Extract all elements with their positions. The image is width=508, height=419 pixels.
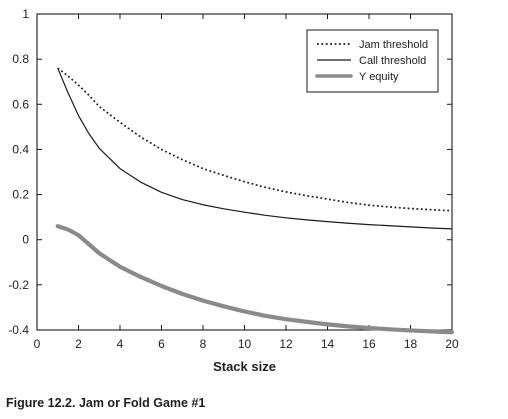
y-tick-label: 0.6 xyxy=(12,97,29,111)
x-tick-label: 12 xyxy=(279,337,293,351)
y-tick-label: 0 xyxy=(22,233,29,247)
x-axis-label: Stack size xyxy=(213,359,276,374)
y-tick-label: 1 xyxy=(22,7,29,21)
y-tick-label: 0.4 xyxy=(12,142,29,156)
x-tick-label: 8 xyxy=(200,337,207,351)
chart: 0 2 4 6 8 10 12 14 16 18 20-0.4-0.200.20.40.60.81 … xyxy=(8,7,459,374)
legend: Jam threshold Call threshold Y equity xyxy=(306,29,439,93)
y-tick-label: -0.4 xyxy=(8,323,29,337)
legend-label: Call threshold xyxy=(359,55,426,67)
series-line-call-threshold xyxy=(57,67,453,230)
x-tick-label: 16 xyxy=(362,337,376,351)
legend-label: Y equity xyxy=(359,71,399,83)
legend-label: Jam threshold xyxy=(359,39,428,51)
x-tick-label: 4 xyxy=(117,337,124,351)
y-tick-label: 0.8 xyxy=(12,52,29,66)
x-tick-label: 18 xyxy=(404,337,418,351)
y-tick-label: -0.2 xyxy=(8,278,29,292)
plot-area: 0 2 4 6 8 10 12 14 16 18 20 -0.4 -0.2 0 0.2 0.4 0.6 0.8 1 xyxy=(8,7,459,351)
x-tick-label: 10 xyxy=(238,337,252,351)
series-line-jam-threshold xyxy=(57,67,453,212)
y-tick-label: 0.2 xyxy=(12,188,29,202)
x-tick-label: 6 xyxy=(158,337,165,351)
series-line-y-equity xyxy=(55,224,455,335)
legend-box xyxy=(306,29,439,93)
x-tick-label: 20 xyxy=(445,337,459,351)
x-tick-label: 0 xyxy=(34,337,41,351)
figure-caption: Figure 12.2. Jam or Fold Game #1 xyxy=(6,396,206,410)
x-tick-label: 2 xyxy=(75,337,82,351)
x-tick-label: 14 xyxy=(321,337,335,351)
